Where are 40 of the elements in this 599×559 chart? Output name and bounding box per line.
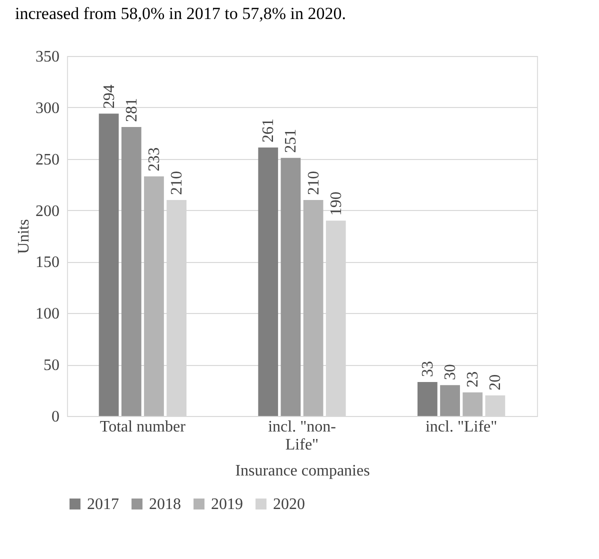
bar [280,158,301,416]
legend-label: 2018 [149,496,181,513]
x-tick-label: Total number [100,418,186,436]
data-label: 210 [168,171,186,195]
legend-label: 2017 [87,496,119,513]
x-tick-label: incl. "non-Life" [268,418,336,454]
data-label: 251 [282,128,300,153]
bar [144,176,164,416]
data-label: 294 [100,84,118,109]
y-tick-label: 150 [36,254,60,272]
data-label: 20 [487,374,504,390]
y-axis-title: Units [16,219,32,254]
bar [303,200,324,416]
data-label: 281 [123,98,140,122]
bar [98,114,119,416]
bar [258,148,278,416]
y-tick-label: 350 [36,48,60,66]
bar [440,385,460,416]
y-tick-label: 250 [36,151,60,168]
y-tick-label: 50 [44,357,60,374]
data-label: 261 [260,118,278,143]
data-label: 210 [305,171,322,195]
legend-label: 2019 [211,496,243,513]
y-tick-label: 100 [36,306,60,323]
bar [485,395,506,416]
bar [462,392,483,416]
y-tick-label: 200 [36,202,60,220]
y-tick-label: 300 [36,100,60,117]
y-tick-label: 0 [52,408,60,426]
data-label: 233 [146,147,163,172]
data-label: 30 [442,364,460,380]
legend-label: 2020 [273,496,305,513]
x-tick-label: incl. "Life" [425,418,498,436]
x-axis-title: Insurance companies [235,462,370,480]
data-label: 190 [328,192,345,216]
bar [418,382,438,416]
data-label: 23 [464,371,482,388]
text: increased from 58,0% in 2017 to 57,8% in 2020. [15,4,346,23]
bar [121,126,142,416]
data-label: 33 [419,361,436,378]
